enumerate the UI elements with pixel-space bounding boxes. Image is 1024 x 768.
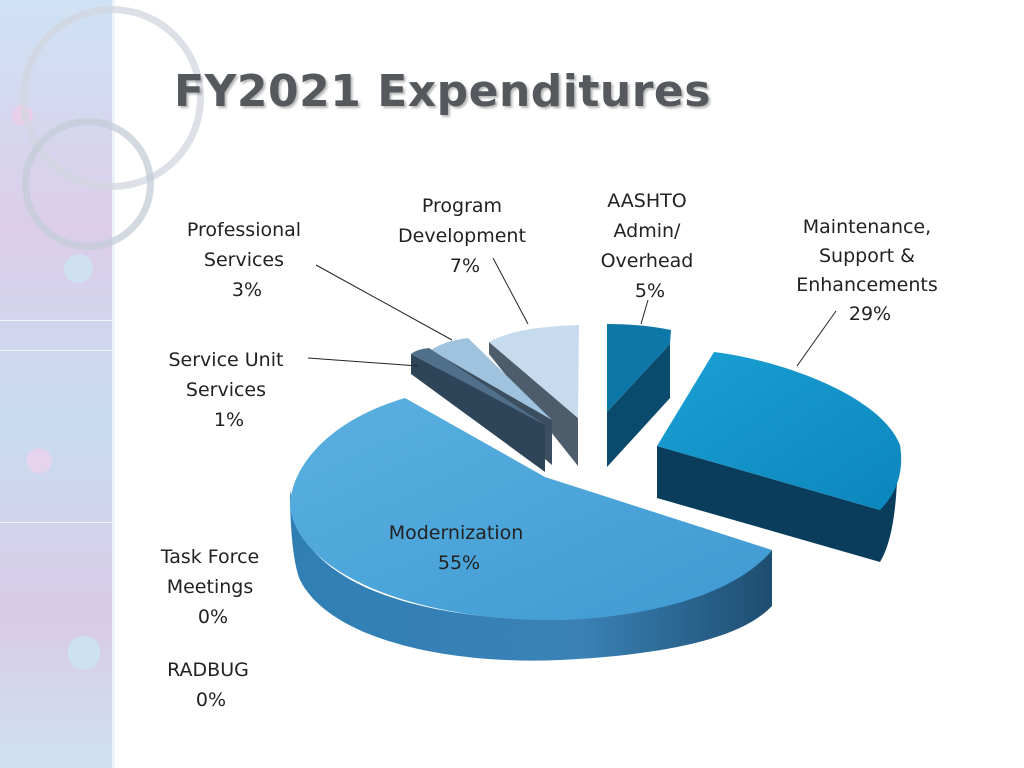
label-line: Development: [398, 225, 526, 247]
label-line: 29%: [849, 303, 891, 325]
label-line: Program: [422, 195, 502, 217]
strip-divider: [0, 522, 112, 523]
label-maintenance: Maintenance, Support & Enhancements 29%: [796, 216, 944, 325]
slice-service-unit-side: [411, 354, 545, 472]
slice-program-dev-top: [489, 325, 579, 418]
label-line: Services: [186, 379, 266, 401]
slice-modernization-side: [290, 490, 772, 661]
label-line: Maintenance,: [803, 216, 931, 238]
slice-aashto: [607, 324, 671, 467]
slice-service-unit: [411, 348, 545, 472]
label-line: RADBUG: [167, 659, 249, 681]
label-task-force: Task Force Meetings 0%: [160, 546, 266, 628]
leader-line-service-unit: [307, 357, 419, 367]
label-line: Task Force: [160, 546, 259, 568]
leader-line-program-dev: [492, 257, 529, 325]
label-line: AASHTO: [607, 190, 686, 212]
label-line: 0%: [196, 689, 226, 711]
label-service-unit: Service Unit Services 1%: [169, 349, 290, 431]
label-modernization: Modernization 55%: [389, 522, 530, 574]
label-program-development: Program Development 7%: [398, 195, 532, 277]
label-line: Admin/: [613, 220, 681, 242]
label-radbug: RADBUG 0%: [167, 659, 255, 711]
strip-divider: [0, 350, 112, 351]
slice-service-unit-top: [411, 348, 545, 425]
label-line: 5%: [635, 280, 665, 302]
label-aashto: AASHTO Admin/ Overhead 5%: [601, 190, 700, 302]
label-line: Modernization: [389, 522, 524, 544]
slice-aashto-side: [607, 344, 670, 467]
label-line: 3%: [232, 279, 262, 301]
slice-maintenance-top: [657, 352, 902, 510]
leader-line-aashto: [640, 299, 649, 325]
decorative-ring: [22, 118, 154, 250]
label-line: Service Unit: [169, 349, 284, 371]
label-line: 1%: [214, 409, 244, 431]
label-line: 55%: [438, 552, 480, 574]
leader-line-professional: [315, 264, 453, 341]
strip-divider: [0, 320, 112, 321]
label-line: Support &: [819, 245, 915, 267]
slice-professional-top: [431, 338, 552, 420]
slice-modernization: [290, 398, 772, 661]
slice-aashto-top: [607, 324, 671, 412]
label-line: 0%: [198, 606, 228, 628]
label-professional-services: Professional Services 3%: [187, 219, 307, 301]
label-line: Professional: [187, 219, 301, 241]
label-line: Meetings: [167, 576, 254, 598]
slice-modernization-top: [290, 398, 772, 621]
slice-maintenance-side: [657, 446, 897, 562]
slide-title: FY2021 Expenditures: [174, 66, 711, 117]
label-line: Overhead: [601, 250, 694, 272]
label-line: 7%: [450, 255, 480, 277]
label-line: Enhancements: [796, 274, 938, 296]
slice-maintenance: [657, 352, 902, 562]
label-line: Services: [204, 249, 284, 271]
leader-line-maintenance: [796, 310, 837, 367]
